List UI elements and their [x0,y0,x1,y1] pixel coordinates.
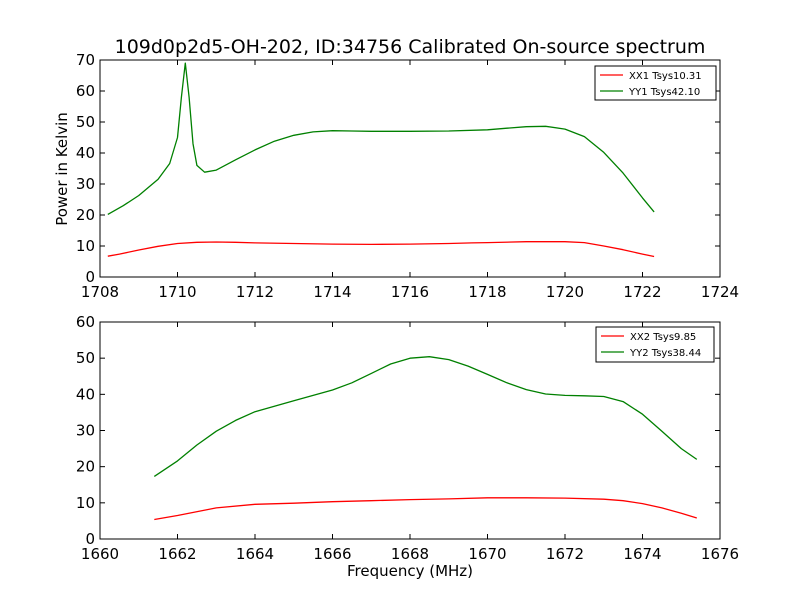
x-tick-label: 1714 [313,283,351,301]
x-tick-label: 1674 [623,545,661,563]
legend-entry: YY2 Tsys38.44 [629,348,701,359]
y-tick-label: 0 [85,268,95,286]
x-axis-label: Frequency (MHz) [347,562,473,580]
bottom-panel: 1660 1662 1664 1666 1668 1670 1672 1674 1676 0 10 2… [76,313,739,563]
y-tick-label: 60 [76,82,95,100]
x-tick-label: 1672 [546,545,584,563]
y-tick-label: 50 [76,349,95,367]
top-panel: 1708 1710 1712 1714 1716 1718 1720 1722 1724 0 10 2… [76,51,739,301]
y-tick-label: 30 [76,175,95,193]
legend-entry: XX2 Tsys9.85 [630,332,696,343]
y-axis-label: Power in Kelvin [53,112,71,226]
series-line-xx1 [107,241,655,258]
series-line-yy2 [153,356,698,477]
x-tick-label: 1716 [391,283,429,301]
x-tick-label: 1720 [546,283,584,301]
x-tick-label: 1718 [468,283,506,301]
y-tick-label: 0 [85,530,95,548]
series-line-yy1 [107,62,655,215]
y-tick-label: 20 [76,458,95,476]
x-tick-label: 1662 [158,545,196,563]
y-tick-label: 50 [76,113,95,131]
y-tick-label: 10 [76,494,95,512]
x-tick-label: 1660 [81,545,119,563]
x-tick-label: 1664 [236,545,274,563]
y-tick-label: 30 [76,422,95,440]
legend-entry: XX1 Tsys10.31 [629,71,702,82]
legend-box [594,65,717,101]
y-tick-label: 40 [76,144,95,162]
y-tick-label: 40 [76,385,95,403]
x-tick-label: 1710 [158,283,196,301]
x-tick-label: 1676 [701,545,739,563]
y-tick-label: 70 [76,51,95,69]
x-tick-label: 1666 [313,545,351,563]
legend-entry: YY1 Tsys42.10 [628,87,700,98]
x-tick-label: 1724 [701,283,739,301]
x-tick-label: 1670 [468,545,506,563]
x-tick-label: 1722 [623,283,661,301]
chart-title: 109d0p2d5-OH-202, ID:34756 Calibrated On… [115,36,706,58]
series-line-xx2 [154,497,697,521]
y-tick-label: 20 [76,206,95,224]
x-tick-label: 1712 [236,283,274,301]
y-tick-label: 10 [76,237,95,255]
legend-box [595,326,715,363]
x-tick-label: 1708 [81,283,119,301]
x-tick-label: 1668 [391,545,429,563]
y-tick-label: 60 [76,313,95,331]
